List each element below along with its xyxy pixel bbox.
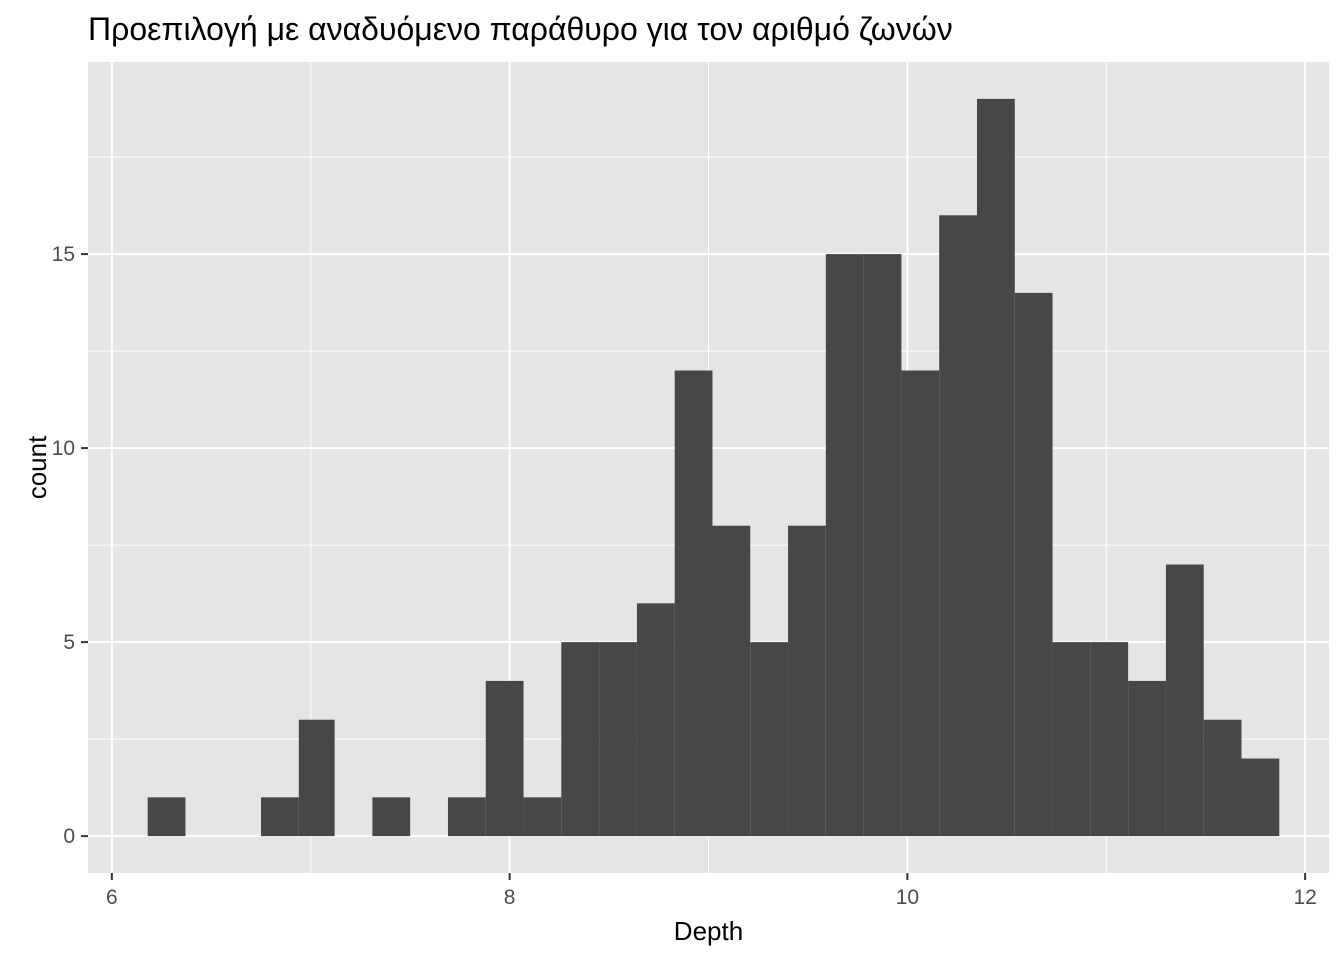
histogram-bar <box>636 603 675 837</box>
x-tick-label: 8 <box>504 886 516 909</box>
histogram-bar <box>674 370 713 837</box>
x-tick-label: 12 <box>1293 886 1316 909</box>
histogram-bar <box>147 797 186 837</box>
histogram-bar <box>750 642 789 837</box>
histogram-bar <box>485 680 524 837</box>
histogram-bar <box>599 642 637 837</box>
histogram-bar <box>523 797 562 837</box>
histogram-bar <box>447 797 486 837</box>
histogram-bar <box>1014 292 1053 837</box>
histogram-bar <box>863 254 902 837</box>
histogram-bar <box>825 254 864 837</box>
x-tick-label: 10 <box>896 886 919 909</box>
x-axis-title: Depth <box>674 916 743 946</box>
histogram-bar <box>298 719 335 837</box>
histogram-bar <box>788 525 826 837</box>
histogram-bars <box>147 98 1280 837</box>
chart-title: Προεπιλογή με αναδυόμενο παράθυρο για το… <box>88 11 953 47</box>
y-tick-label: 15 <box>52 243 75 266</box>
histogram-bar <box>1128 680 1166 837</box>
histogram-bar <box>939 215 977 837</box>
y-tick-label: 0 <box>63 825 75 848</box>
histogram-bar <box>561 642 600 837</box>
histogram-bar <box>372 797 411 837</box>
x-tick-label: 6 <box>106 886 118 909</box>
y-axis: 0 5 10 15 <box>52 243 88 848</box>
histogram-bar <box>261 797 299 837</box>
histogram-bar <box>1241 758 1280 837</box>
histogram-bar <box>1165 564 1204 837</box>
histogram-bar <box>976 98 1015 837</box>
histogram-bar <box>712 525 751 837</box>
histogram-bar <box>1090 642 1129 837</box>
x-axis: 6 8 10 12 <box>106 873 1317 909</box>
y-tick-label: 10 <box>52 437 75 460</box>
histogram-bar <box>901 370 940 837</box>
y-tick-label: 5 <box>63 631 75 654</box>
histogram-bar <box>1203 719 1242 837</box>
y-axis-title: count <box>22 435 52 499</box>
histogram-bar <box>1052 642 1091 837</box>
